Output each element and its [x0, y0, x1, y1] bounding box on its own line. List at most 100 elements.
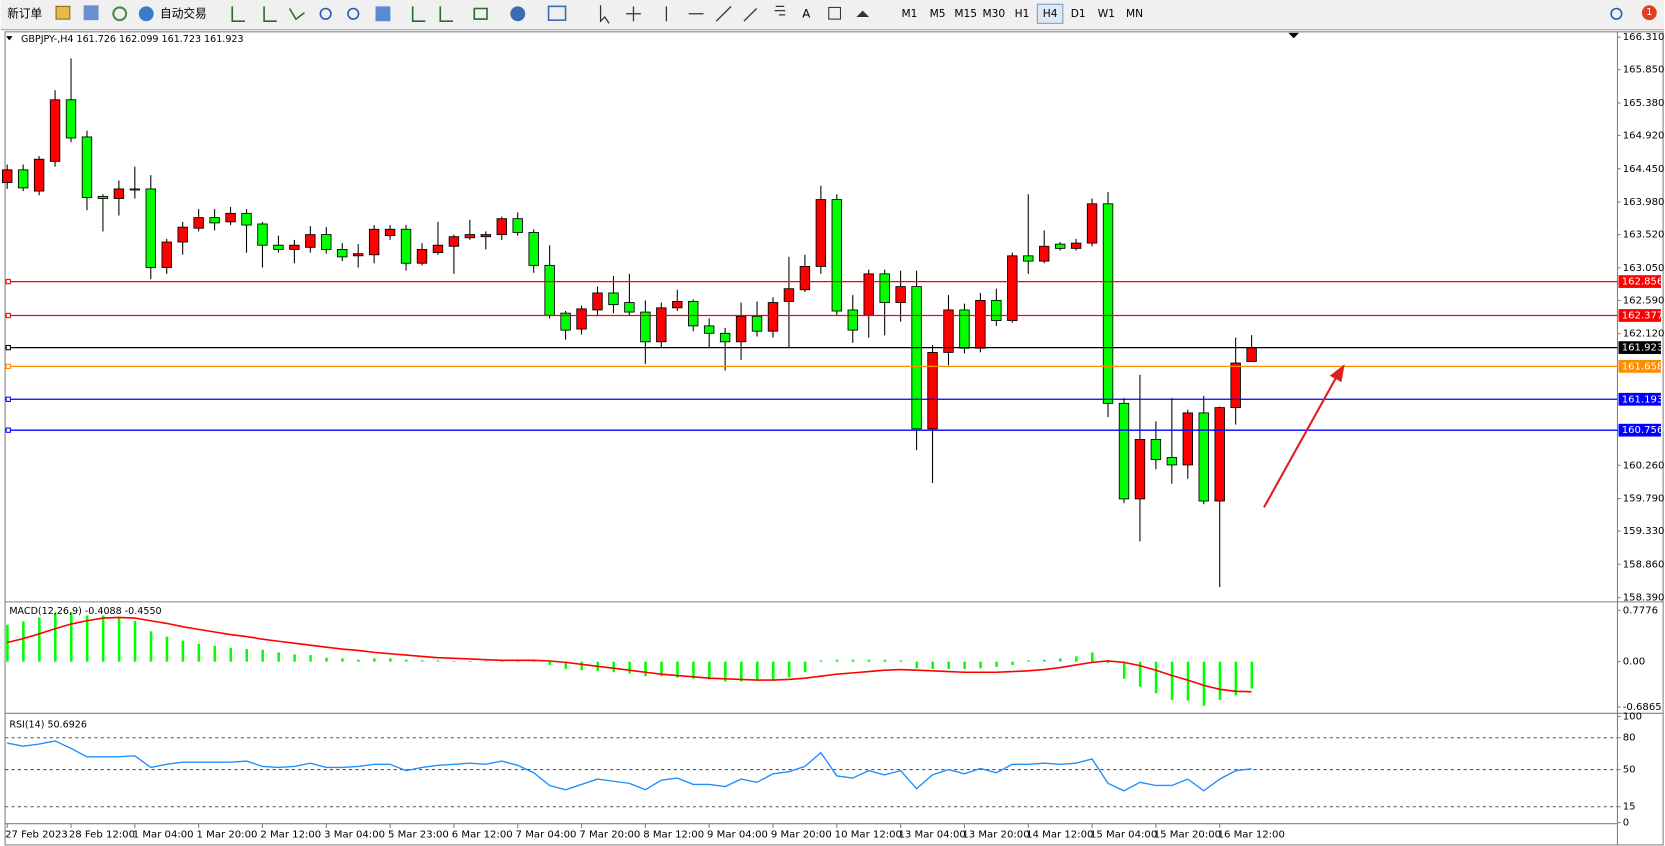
macd-bar	[1154, 661, 1158, 694]
candle-body	[49, 99, 61, 162]
candle-body	[560, 312, 571, 331]
x-tick-label: 15 Mar 20:00	[1154, 829, 1221, 840]
chart-frame	[4, 31, 1664, 846]
macd-bar	[436, 660, 440, 662]
scroll-icons[interactable]	[411, 6, 488, 23]
candle-body	[799, 266, 811, 291]
chart-shift-marker	[1288, 32, 1300, 39]
price-tag	[1618, 309, 1661, 322]
macd-bar	[851, 659, 855, 662]
candle-body	[289, 244, 300, 250]
price-tag-label: 162.377	[1622, 310, 1664, 321]
macd-bar	[149, 631, 153, 662]
new-order-button[interactable]: 新订单	[7, 6, 42, 20]
candle-body	[448, 236, 460, 247]
y-tick-label: 50	[1623, 765, 1636, 776]
timeframe-button[interactable]: M15	[954, 7, 977, 20]
zoom-out-icon[interactable]	[347, 7, 360, 20]
price-tag	[1618, 423, 1661, 437]
x-tick-label: 3 Mar 04:00	[324, 829, 385, 840]
macd-bar	[676, 661, 679, 678]
search-icon[interactable]	[1610, 7, 1623, 20]
template-icon[interactable]	[547, 5, 567, 21]
macd-bar	[229, 647, 233, 662]
y-tick-label: 162.590	[1623, 295, 1665, 306]
auto-trading-icon[interactable]	[138, 6, 154, 22]
price-level-handle	[5, 363, 11, 370]
candle-body	[544, 264, 555, 316]
x-tick-label: 7 Mar 04:00	[516, 829, 577, 840]
period-icon[interactable]	[510, 6, 526, 22]
icon[interactable]	[112, 6, 128, 22]
y-tick-label: 158.390	[1623, 593, 1665, 604]
y-tick-label: 159.330	[1623, 526, 1665, 537]
candle-body	[656, 307, 667, 343]
timeframe-button[interactable]: M30	[983, 7, 1006, 20]
candle-body	[81, 136, 93, 198]
y-tick-label: 163.050	[1623, 263, 1665, 274]
y-tick-label: 165.380	[1623, 98, 1665, 109]
candle-body	[496, 218, 507, 236]
candle-body	[17, 169, 29, 189]
x-tick-label: 13 Mar 20:00	[962, 829, 1029, 840]
candle-body	[225, 212, 236, 223]
candle-body	[1150, 439, 1162, 461]
timeframe-bar: M1 M5 M15 M30 H1 H4 D1 W1 MN	[902, 3, 1143, 24]
macd-bar	[803, 661, 807, 673]
candle-body	[1246, 347, 1257, 362]
timeframe-button[interactable]: H4	[1043, 7, 1058, 20]
timeframe-button[interactable]: M5	[930, 7, 946, 20]
timeframe-button[interactable]: W1	[1098, 7, 1115, 20]
icon[interactable]	[55, 5, 71, 20]
price-tag	[1618, 392, 1661, 406]
timeframe-button[interactable]: MN	[1126, 7, 1143, 20]
macd-bar	[69, 612, 73, 662]
candle-body	[97, 195, 109, 199]
candle-body	[432, 244, 444, 254]
macd-bar	[612, 661, 615, 673]
drawing-tools[interactable]	[599, 5, 786, 24]
candle-body	[337, 249, 348, 258]
candle-body	[1007, 255, 1018, 321]
macd-bar	[1106, 661, 1110, 663]
arrow-tool[interactable]	[856, 10, 870, 17]
macd-bar	[771, 661, 775, 680]
candle-body	[321, 234, 332, 250]
candle-body	[576, 308, 587, 330]
candle-body	[464, 234, 476, 239]
label-tool[interactable]	[828, 6, 841, 20]
macd-bar	[1170, 661, 1174, 700]
candle-body	[831, 199, 843, 312]
y-tick-label: 0.7776	[1623, 605, 1658, 616]
zoom-in-icon[interactable]	[319, 7, 332, 20]
macd-bar	[755, 661, 759, 681]
tile-icon[interactable]	[375, 6, 391, 22]
candle-body	[1134, 439, 1146, 500]
auto-trading-button[interactable]: 自动交易	[160, 6, 207, 20]
x-tick-label: 9 Mar 04:00	[707, 829, 768, 840]
macd-bar	[899, 660, 903, 662]
price-level-handle	[5, 427, 11, 433]
y-tick-label: 0.00	[1623, 657, 1645, 668]
price-tag-label: 162.856	[1622, 277, 1664, 288]
x-tick-label: 15 Mar 04:00	[1090, 829, 1157, 840]
chart-type-icons[interactable]	[231, 6, 305, 23]
macd-bar	[979, 661, 982, 669]
x-tick-label: 13 Mar 04:00	[899, 829, 966, 840]
y-tick-label: 159.790	[1623, 494, 1665, 505]
candle-body	[352, 253, 364, 257]
timeframe-button[interactable]: H1	[1015, 7, 1030, 20]
macd-bar	[995, 661, 998, 667]
icon[interactable]	[83, 5, 99, 21]
candle-body	[847, 309, 858, 331]
timeframe-button[interactable]: M1	[902, 7, 918, 20]
timeframe-button[interactable]: D1	[1071, 7, 1086, 20]
notification-badge[interactable]	[1641, 5, 1657, 21]
price-tag-label: 161.923	[1622, 343, 1664, 354]
candle-body	[305, 234, 316, 248]
macd-bar	[787, 661, 791, 678]
panel-title: GBPJPY-,H4 161.726 162.099 161.723 161.9…	[21, 34, 244, 45]
toolbar-buttons: 新订单 自动交易 A	[7, 5, 870, 24]
text-tool[interactable]: A	[802, 6, 810, 20]
macd-bar	[325, 657, 328, 662]
